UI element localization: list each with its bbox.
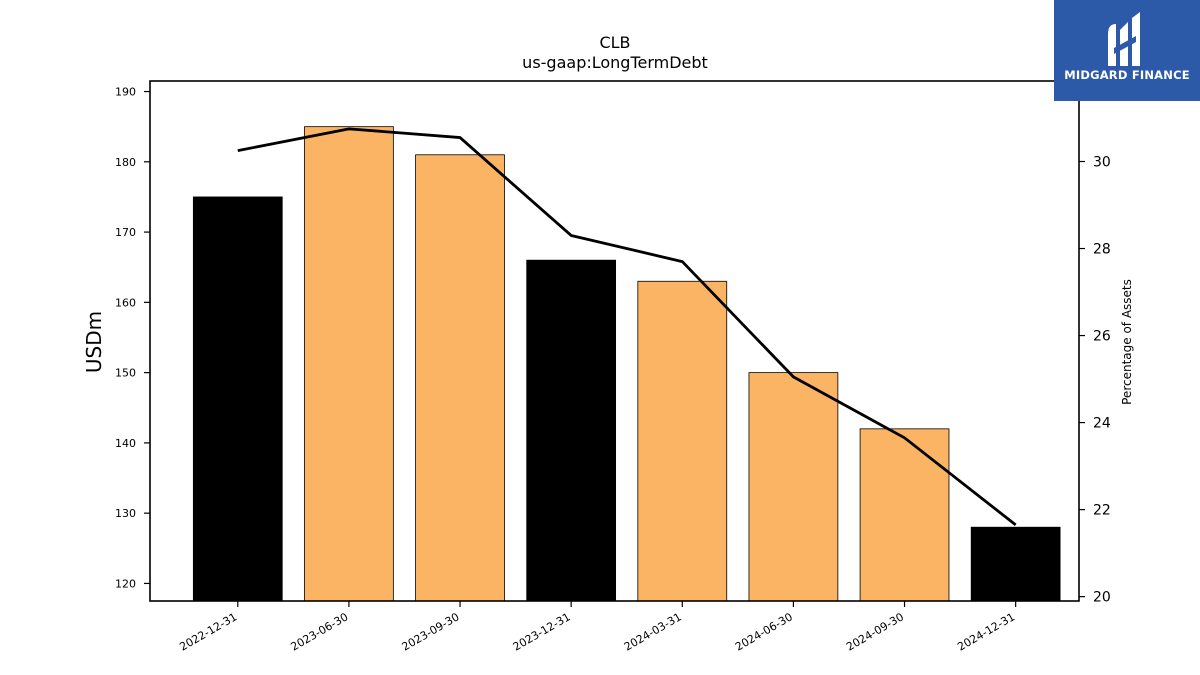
y-tick-label: 130 — [115, 507, 136, 520]
y2-tick-label: 30 — [1093, 155, 1111, 171]
y2-tick-label: 26 — [1093, 329, 1111, 345]
y-tick-label: 160 — [115, 296, 136, 309]
x-tick-label: 2024-03-31 — [622, 610, 684, 653]
y-tick-label: 140 — [115, 437, 136, 450]
y2-axis-label: Percentage of Assets — [1120, 279, 1134, 405]
x-tick-label: 2024-06-30 — [733, 610, 795, 653]
y-tick-label: 180 — [115, 156, 136, 169]
y2-tick-label: 20 — [1093, 590, 1111, 606]
y-tick-label: 120 — [115, 577, 136, 590]
bar — [415, 154, 505, 602]
bar — [304, 126, 394, 602]
y2-tick-label: 22 — [1093, 503, 1111, 519]
x-tick-label: 2023-12-31 — [511, 610, 573, 653]
bar — [859, 428, 950, 602]
x-tick-label: 2022-12-31 — [177, 610, 239, 653]
y-tick-label: 190 — [115, 86, 136, 99]
midgard-logo-icon — [1108, 12, 1140, 66]
y2-tick-label: 24 — [1093, 416, 1111, 432]
brand-logo: MIDGARD FINANCE — [1054, 0, 1200, 101]
plot-frame — [149, 80, 1080, 602]
chart-title: CLB — [599, 33, 630, 52]
x-tick-label: 2023-06-30 — [289, 610, 351, 653]
bar — [970, 526, 1061, 602]
y-axis-label: USDm — [82, 311, 106, 373]
y-tick-label: 150 — [115, 367, 136, 380]
y2-tick-label: 28 — [1093, 242, 1111, 258]
x-tick-label: 2024-12-31 — [955, 610, 1017, 653]
bar — [526, 259, 617, 602]
series-line — [237, 127, 1017, 526]
bar — [637, 280, 728, 602]
chart-subtitle: us-gaap:LongTermDebt — [522, 53, 708, 72]
bar — [192, 196, 283, 602]
y-tick-label: 170 — [115, 226, 136, 239]
bar — [748, 372, 839, 602]
brand-name: MIDGARD FINANCE — [1064, 68, 1190, 82]
x-tick-label: 2024-09-30 — [844, 610, 906, 653]
x-tick-label: 2023-09-30 — [400, 610, 462, 653]
